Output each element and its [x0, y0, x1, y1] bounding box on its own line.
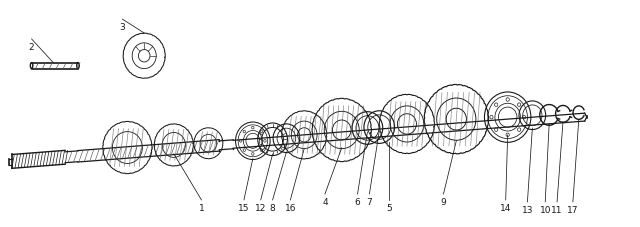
Text: 4: 4: [322, 198, 328, 207]
Text: 8: 8: [269, 204, 275, 213]
Text: 10: 10: [540, 206, 551, 215]
Text: 2: 2: [29, 43, 35, 52]
Text: 1: 1: [198, 204, 204, 213]
Text: 11: 11: [551, 206, 563, 215]
Text: 3: 3: [120, 23, 125, 32]
Text: 16: 16: [285, 204, 296, 213]
Text: 6: 6: [355, 198, 360, 207]
Text: 12: 12: [255, 204, 266, 213]
Text: 14: 14: [500, 204, 511, 213]
Text: 15: 15: [238, 204, 250, 213]
Text: 9: 9: [440, 198, 446, 207]
Text: 17: 17: [567, 206, 579, 215]
Text: 13: 13: [522, 206, 533, 215]
Text: 5: 5: [387, 204, 392, 213]
Text: 7: 7: [367, 198, 372, 207]
